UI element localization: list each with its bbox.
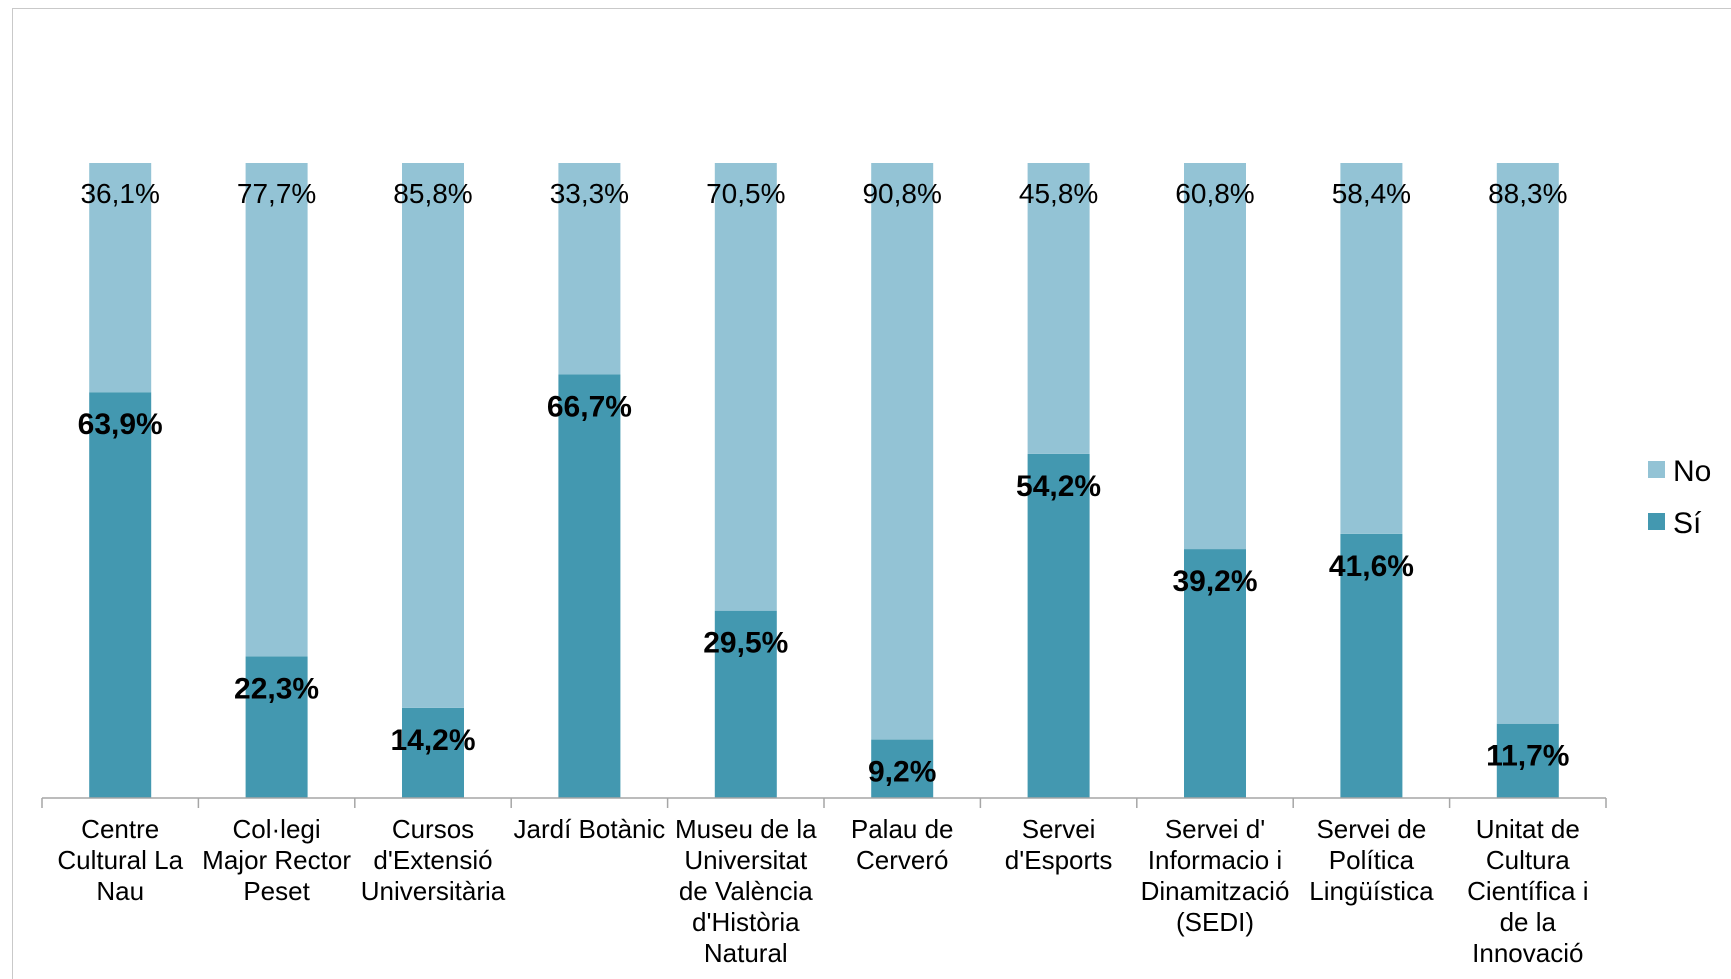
bar-no-3 — [402, 163, 464, 708]
data-label-si-3: 14,2% — [390, 724, 475, 757]
bar-si-9 — [1340, 533, 1403, 798]
bar-no-1 — [89, 163, 152, 393]
data-label-si-10: 11,7% — [1486, 740, 1569, 773]
bar-no-7 — [1027, 163, 1090, 454]
bar-no-8 — [1184, 163, 1246, 550]
bar-si-3 — [402, 707, 464, 798]
bar-no-5 — [714, 163, 777, 611]
data-label-no-2: 77,7% — [237, 178, 316, 209]
data-label-si-2: 22,3% — [234, 672, 319, 705]
bar-si-6 — [871, 739, 934, 798]
chart-frame — [12, 8, 1731, 979]
data-label-no-10: 88,3% — [1488, 178, 1567, 209]
legend-swatch-no — [1648, 461, 1665, 478]
category-label-8: Servei d' Informacio i Dinamització (SEDI) — [1141, 814, 1290, 937]
category-label-7: Servei d'Esports — [1005, 814, 1113, 875]
bar-no-4 — [558, 163, 621, 375]
data-label-no-1: 36,1% — [80, 178, 159, 209]
bar-si-4 — [558, 374, 621, 798]
category-label-10: Unitat de Cultura Científica i de la Innovac… — [1467, 814, 1588, 968]
category-label-9: Servei de Política Lingüística — [1309, 814, 1434, 906]
data-label-si-7: 54,2% — [1016, 470, 1101, 503]
bar-si-2 — [245, 656, 308, 798]
category-label-2: Col·legi Major Rector Peset — [202, 814, 351, 906]
bar-si-8 — [1184, 549, 1246, 798]
bar-no-10 — [1496, 163, 1559, 724]
data-label-si-1: 63,9% — [78, 408, 163, 441]
data-label-si-6: 9,2% — [868, 756, 936, 789]
bar-no-2 — [245, 163, 308, 657]
data-label-no-7: 45,8% — [1019, 178, 1098, 209]
data-label-si-5: 29,5% — [703, 627, 788, 660]
legend-label-si: Sí — [1673, 507, 1702, 540]
data-label-no-3: 85,8% — [393, 178, 472, 209]
data-label-no-4: 33,3% — [550, 178, 629, 209]
bar-no-6 — [871, 163, 934, 740]
bar-si-5 — [714, 610, 777, 798]
data-label-no-5: 70,5% — [706, 178, 785, 209]
category-label-3: Cursos d'Extensió Universitària — [361, 814, 506, 906]
data-label-no-9: 58,4% — [1332, 178, 1411, 209]
legend-swatch-si — [1648, 513, 1665, 530]
data-label-si-4: 66,7% — [547, 390, 632, 423]
category-label-4: Jardí Botànic — [514, 814, 666, 844]
category-label-1: Centre Cultural La Nau — [57, 814, 183, 906]
category-label-6: Palau de Cerveró — [851, 814, 954, 875]
bar-si-7 — [1027, 453, 1090, 798]
bar-si-10 — [1496, 723, 1559, 798]
category-label-5: Museu de la Universitat de València d'Histò… — [675, 814, 817, 968]
bar-no-9 — [1340, 163, 1403, 534]
data-label-no-6: 90,8% — [862, 178, 941, 209]
bar-si-1 — [89, 392, 152, 798]
data-label-no-8: 60,8% — [1175, 178, 1254, 209]
data-label-si-8: 39,2% — [1172, 565, 1257, 598]
data-label-si-9: 41,6% — [1329, 550, 1414, 583]
legend-label-no: No — [1673, 455, 1711, 488]
